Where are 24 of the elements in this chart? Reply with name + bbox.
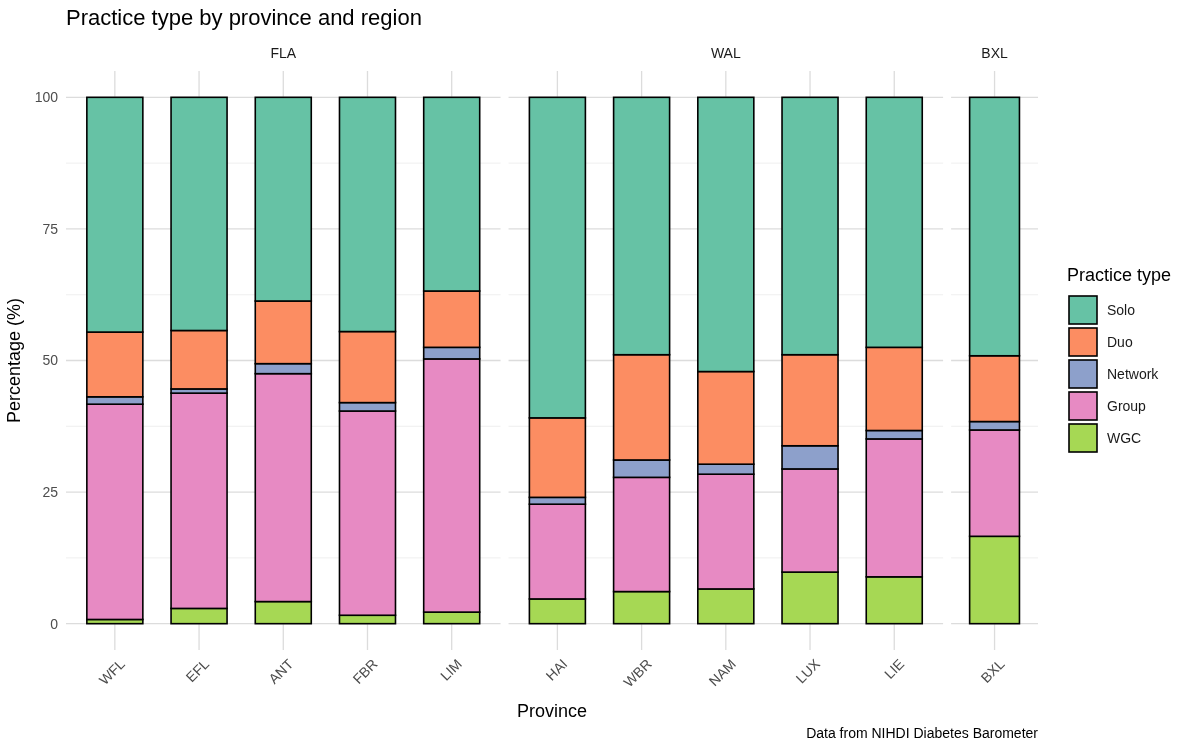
legend-label: Network — [1107, 365, 1160, 382]
legend-label: WGC — [1107, 429, 1142, 446]
legend-title: Practice type — [1067, 265, 1172, 285]
x-tick-label: HAI — [542, 655, 571, 684]
x-tick-label: LIM — [436, 655, 465, 684]
legend-label: Group — [1107, 397, 1147, 414]
y-tick-label: 0 — [50, 615, 59, 632]
x-axis-title: Province — [516, 701, 588, 721]
legend-label: Duo — [1107, 333, 1133, 350]
x-tick-label: LIE — [881, 655, 908, 682]
y-tick-label: 50 — [42, 352, 59, 369]
chart-subtitle: BXL — [981, 45, 1008, 61]
y-tick-label: 75 — [42, 220, 59, 237]
legend-label: Solo — [1107, 301, 1136, 318]
y-axis-title: Percentage (%) — [4, 297, 24, 424]
text: Data from NIHDI Diabetes Barometer — [806, 725, 1039, 741]
y-tick-label: 25 — [42, 483, 59, 500]
y-tick-label: 100 — [34, 89, 59, 106]
chart-title: Practice type by province and region — [66, 5, 422, 30]
x-tick-label: BXL — [977, 655, 1008, 686]
x-tick-label: WFL — [95, 655, 129, 688]
x-tick-label: EFL — [182, 655, 213, 686]
chart-subtitle: WAL — [710, 45, 741, 61]
chart-subtitle: FLA — [270, 45, 297, 61]
